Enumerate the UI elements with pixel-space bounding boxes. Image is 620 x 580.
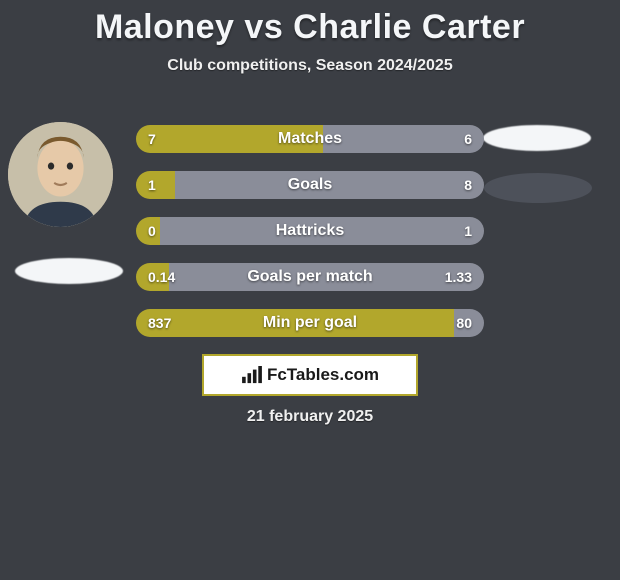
bar-row: 837Min per goal80: [136, 309, 484, 337]
brand-text: FcTables.com: [267, 365, 379, 385]
bar-row: 0.14Goals per match1.33: [136, 263, 484, 291]
infographic-root: Maloney vs Charlie Carter Club competiti…: [0, 0, 620, 580]
page-title: Maloney vs Charlie Carter: [0, 0, 620, 47]
bar-segment-left: [136, 217, 160, 245]
brand-box: FcTables.com: [202, 354, 418, 396]
comparison-bars: 7Matches6 1Goals8 0Hattricks1 0.14Goals per…: [136, 125, 484, 355]
subtitle: Club competitions, Season 2024/2025: [0, 57, 620, 75]
player-right-placeholder-top: [483, 125, 591, 151]
brand-suffix: .com: [339, 365, 379, 384]
player-right-placeholder-bottom: [484, 173, 592, 203]
player-left-avatar: [8, 122, 113, 227]
bar-row: 0Hattricks1: [136, 217, 484, 245]
bar-row: 7Matches6: [136, 125, 484, 153]
bar-row: 1Goals8: [136, 171, 484, 199]
bar-segment-right: [169, 263, 484, 291]
bar-segment-right: [160, 217, 484, 245]
bar-segment-right: [175, 171, 484, 199]
bars-icon: [241, 366, 263, 384]
bar-segment-left: [136, 309, 454, 337]
player-left-shadow: [15, 258, 123, 284]
bar-segment-left: [136, 125, 323, 153]
bar-segment-right: [454, 309, 484, 337]
brand-prefix: FcTables: [267, 365, 339, 384]
bar-segment-left: [136, 263, 169, 291]
bar-segment-right: [323, 125, 484, 153]
date-text: 21 february 2025: [0, 408, 620, 426]
bar-segment-left: [136, 171, 175, 199]
player-left-avatar-art: [8, 122, 113, 227]
